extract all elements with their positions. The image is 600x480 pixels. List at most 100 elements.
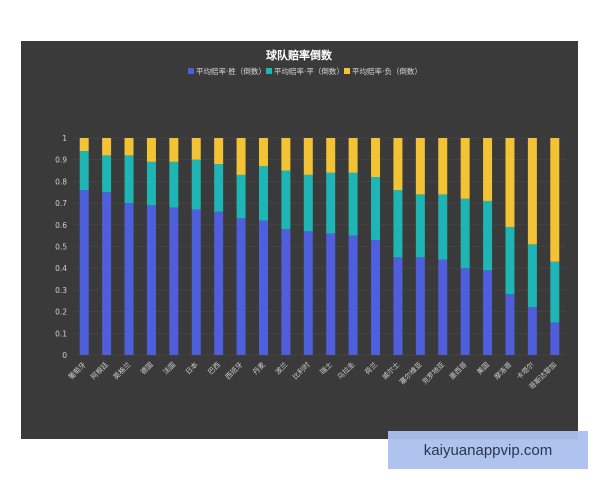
bar-segment-draw bbox=[236, 174, 246, 219]
y-tick-label: 0.4 bbox=[55, 264, 67, 273]
x-tick-label: 克罗地亚 bbox=[420, 360, 446, 386]
bar-segment-draw bbox=[505, 226, 515, 295]
y-tick-label: 0.9 bbox=[55, 156, 67, 165]
bar-segment-win bbox=[281, 229, 291, 355]
bar-segment-win bbox=[550, 322, 560, 355]
bar-segment-draw bbox=[393, 190, 403, 258]
y-tick-label: 0.1 bbox=[55, 329, 67, 338]
bar-segment-lose bbox=[483, 138, 493, 201]
bar-segment-win bbox=[169, 207, 179, 355]
bar-segment-draw bbox=[415, 194, 425, 258]
bar-segment-draw bbox=[281, 170, 291, 230]
bar-segment-lose bbox=[303, 138, 313, 175]
y-tick-label: 0.2 bbox=[55, 308, 67, 317]
y-tick-label: 0 bbox=[62, 351, 67, 360]
bar-segment-draw bbox=[371, 177, 381, 240]
bar-segment-draw bbox=[146, 161, 156, 206]
x-tick-label: 巴西 bbox=[207, 361, 223, 377]
bar-segment-win bbox=[348, 235, 358, 355]
bar-segment-draw bbox=[214, 164, 224, 212]
y-axis: 0 0.1 0.2 0.3 0.4 0.5 0.6 0.7 0.8 0.9 1 bbox=[55, 134, 67, 360]
bar-segment-draw bbox=[460, 198, 470, 269]
watermark-banner: kaiyuanappvip.com bbox=[388, 431, 588, 469]
bar-segment-lose bbox=[438, 138, 448, 195]
legend-swatch-lose bbox=[344, 68, 350, 74]
legend: 平均赔率·胜（倒数） 平均赔率·平（倒数） 平均赔率·负（倒数） bbox=[188, 66, 422, 76]
y-tick-label: 0.7 bbox=[55, 199, 67, 208]
bar-segment-win bbox=[483, 270, 493, 355]
bar-segment-win bbox=[415, 257, 425, 355]
bar-segment-lose bbox=[102, 138, 112, 156]
chart-panel: 球队赔率倒数 平均赔率·胜（倒数） 平均赔率·平（倒数） 平均赔率·负（倒数） … bbox=[21, 41, 578, 439]
y-tick-label: 1 bbox=[62, 134, 67, 143]
legend-label-win: 平均赔率·胜（倒数） bbox=[196, 66, 266, 76]
bar-segment-draw bbox=[326, 172, 336, 234]
x-tick-label: 摩洛哥 bbox=[492, 360, 513, 381]
bar-segment-lose bbox=[146, 138, 156, 162]
bar-segment-win bbox=[438, 259, 448, 355]
y-tick-label: 0.5 bbox=[55, 243, 67, 252]
bar-segment-lose bbox=[527, 138, 537, 245]
bar-segment-lose bbox=[371, 138, 381, 178]
bar-segment-draw bbox=[102, 155, 112, 193]
bar-segment-lose bbox=[415, 138, 425, 195]
bar-segment-win bbox=[326, 233, 336, 355]
x-tick-label: 瑞士 bbox=[318, 360, 334, 376]
x-tick-label: 塞尔维亚 bbox=[398, 360, 424, 386]
bar-segment-win bbox=[79, 190, 89, 355]
y-tick-label: 0.6 bbox=[55, 221, 67, 230]
bar-segment-lose bbox=[79, 138, 89, 152]
bar-segment-draw bbox=[191, 159, 201, 210]
bar-segment-lose bbox=[550, 138, 560, 262]
bar-segment-draw bbox=[348, 172, 358, 236]
bars bbox=[79, 138, 560, 355]
bar-segment-lose bbox=[460, 138, 470, 199]
bar-segment-draw bbox=[527, 244, 537, 308]
x-tick-label: 阿根廷 bbox=[89, 360, 110, 381]
bar-segment-draw bbox=[303, 174, 313, 232]
x-tick-label: 丹麦 bbox=[251, 360, 267, 376]
bar-segment-lose bbox=[505, 138, 515, 227]
x-tick-label: 美国 bbox=[475, 360, 491, 376]
bar-segment-draw bbox=[79, 151, 89, 191]
x-tick-label: 乌拉圭 bbox=[335, 360, 356, 381]
x-axis: 葡萄牙 阿根廷 英格兰 德国 法国 日本 巴西 西班牙 丹麦 波兰 比利时 瑞士 乌拉圭 荷兰 威尔士塞尔维… bbox=[66, 360, 558, 391]
bar-segment-win bbox=[393, 257, 403, 355]
bar-segment-lose bbox=[326, 138, 336, 173]
chart-title: 球队赔率倒数 bbox=[266, 48, 333, 62]
x-tick-label: 英格兰 bbox=[111, 360, 132, 381]
bar-segment-lose bbox=[258, 138, 268, 167]
bar-segment-win bbox=[146, 205, 156, 355]
bar-segment-lose bbox=[348, 138, 358, 173]
bar-segment-draw bbox=[550, 261, 560, 323]
bar-segment-lose bbox=[191, 138, 201, 160]
x-tick-label: 卡塔尔 bbox=[515, 360, 536, 381]
x-tick-label: 荷兰 bbox=[363, 360, 379, 376]
bar-segment-win bbox=[236, 218, 246, 355]
x-tick-label: 西班牙 bbox=[223, 360, 244, 381]
bar-segment-win bbox=[102, 192, 112, 355]
bar-segment-lose bbox=[236, 138, 246, 175]
bar-segment-win bbox=[124, 203, 134, 355]
legend-label-lose: 平均赔率·负（倒数） bbox=[352, 66, 422, 76]
bar-segment-lose bbox=[124, 138, 134, 156]
legend-label-draw: 平均赔率·平（倒数） bbox=[274, 66, 344, 76]
bar-segment-win bbox=[505, 294, 515, 355]
x-tick-label: 法国 bbox=[161, 360, 177, 376]
bar-segment-lose bbox=[214, 138, 224, 165]
x-tick-label: 日本 bbox=[183, 360, 199, 376]
bar-segment-lose bbox=[393, 138, 403, 191]
bar-segment-win bbox=[527, 307, 537, 355]
x-tick-label: 葡萄牙 bbox=[66, 360, 87, 381]
y-tick-label: 0.3 bbox=[55, 286, 67, 295]
bar-segment-lose bbox=[169, 138, 179, 162]
legend-swatch-draw bbox=[266, 68, 272, 74]
bar-segment-win bbox=[191, 209, 201, 355]
x-tick-label: 威尔士 bbox=[380, 360, 401, 381]
y-tick-label: 0.8 bbox=[55, 177, 67, 186]
bar-segment-win bbox=[371, 239, 381, 355]
bar-segment-win bbox=[460, 268, 470, 355]
x-tick-label: 比利时 bbox=[290, 360, 311, 381]
bar-segment-draw bbox=[124, 155, 134, 204]
stacked-bar-chart: 球队赔率倒数 平均赔率·胜（倒数） 平均赔率·平（倒数） 平均赔率·负（倒数） … bbox=[55, 48, 566, 391]
